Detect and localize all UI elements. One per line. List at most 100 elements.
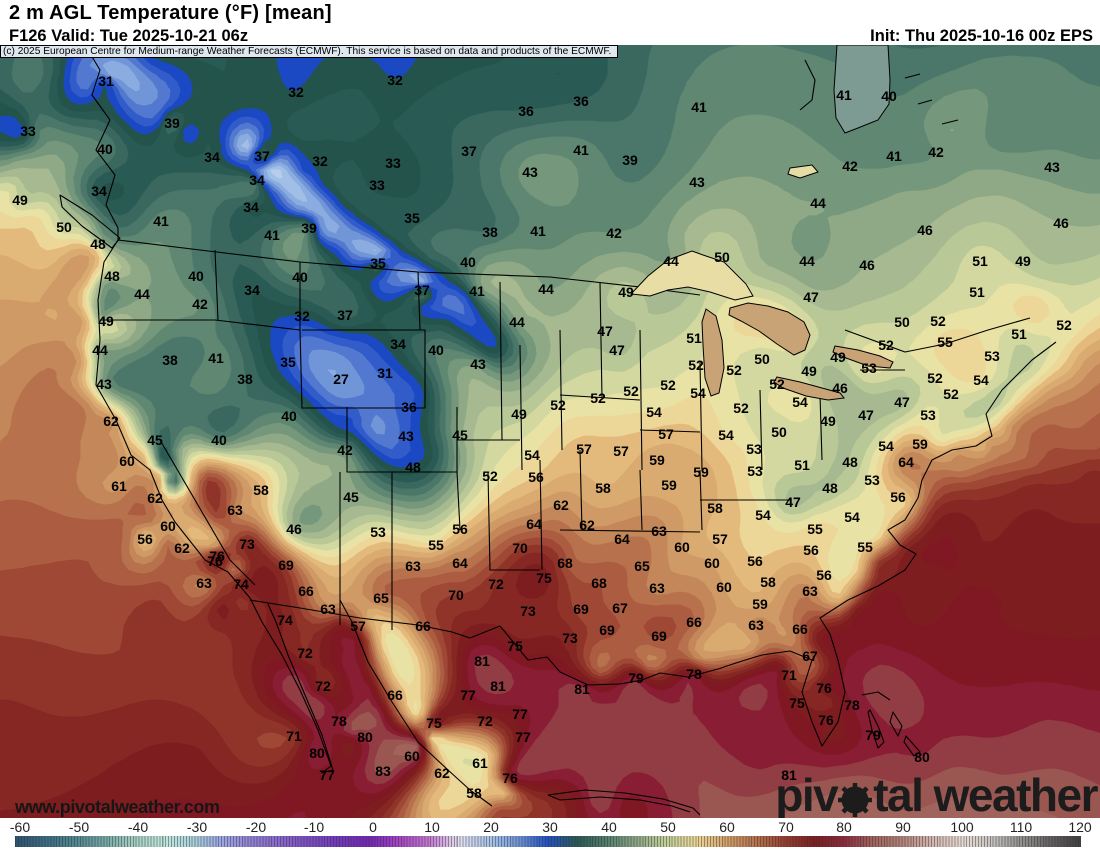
svg-text:46: 46 bbox=[917, 222, 933, 238]
svg-text:75: 75 bbox=[789, 695, 805, 711]
svg-text:52: 52 bbox=[660, 377, 676, 393]
svg-text:58: 58 bbox=[595, 480, 611, 496]
svg-text:49: 49 bbox=[511, 406, 527, 422]
svg-text:55: 55 bbox=[807, 521, 823, 537]
svg-text:44: 44 bbox=[538, 281, 554, 297]
svg-text:50: 50 bbox=[754, 351, 770, 367]
svg-text:77: 77 bbox=[460, 687, 476, 703]
svg-text:33: 33 bbox=[369, 177, 385, 193]
svg-text:41: 41 bbox=[208, 350, 224, 366]
svg-text:49: 49 bbox=[801, 363, 817, 379]
svg-text:47: 47 bbox=[858, 407, 874, 423]
svg-text:44: 44 bbox=[663, 253, 679, 269]
svg-text:43: 43 bbox=[96, 376, 112, 392]
svg-text:47: 47 bbox=[803, 289, 819, 305]
svg-text:41: 41 bbox=[153, 213, 169, 229]
svg-text:73: 73 bbox=[520, 603, 536, 619]
svg-text:77: 77 bbox=[515, 729, 531, 745]
svg-text:60: 60 bbox=[716, 579, 732, 595]
svg-text:34: 34 bbox=[243, 199, 259, 215]
svg-text:81: 81 bbox=[490, 678, 506, 694]
svg-text:27: 27 bbox=[333, 371, 349, 387]
svg-text:52: 52 bbox=[623, 383, 639, 399]
svg-text:57: 57 bbox=[350, 618, 366, 634]
svg-text:64: 64 bbox=[526, 516, 542, 532]
svg-text:47: 47 bbox=[597, 323, 613, 339]
svg-text:64: 64 bbox=[452, 555, 468, 571]
svg-text:52: 52 bbox=[590, 390, 606, 406]
svg-text:58: 58 bbox=[253, 482, 269, 498]
svg-text:41: 41 bbox=[836, 87, 852, 103]
svg-text:41: 41 bbox=[691, 99, 707, 115]
svg-text:69: 69 bbox=[573, 601, 589, 617]
svg-text:53: 53 bbox=[370, 524, 386, 540]
svg-text:52: 52 bbox=[930, 313, 946, 329]
svg-text:63: 63 bbox=[748, 617, 764, 633]
svg-text:66: 66 bbox=[686, 614, 702, 630]
svg-text:70: 70 bbox=[512, 540, 528, 556]
svg-text:78: 78 bbox=[686, 666, 702, 682]
svg-text:66: 66 bbox=[387, 687, 403, 703]
svg-text:57: 57 bbox=[613, 443, 629, 459]
svg-text:74: 74 bbox=[233, 576, 249, 592]
svg-text:41: 41 bbox=[886, 148, 902, 164]
svg-text:56: 56 bbox=[747, 553, 763, 569]
svg-text:37: 37 bbox=[461, 143, 477, 159]
svg-text:48: 48 bbox=[822, 480, 838, 496]
svg-text:44: 44 bbox=[92, 342, 108, 358]
svg-text:50: 50 bbox=[56, 219, 72, 235]
svg-text:69: 69 bbox=[651, 628, 667, 644]
svg-text:64: 64 bbox=[614, 531, 630, 547]
svg-text:76: 76 bbox=[816, 680, 832, 696]
svg-text:75: 75 bbox=[507, 638, 523, 654]
svg-text:50: 50 bbox=[894, 314, 910, 330]
svg-text:71: 71 bbox=[286, 728, 302, 744]
svg-text:49: 49 bbox=[1015, 253, 1031, 269]
svg-text:45: 45 bbox=[147, 432, 163, 448]
svg-text:63: 63 bbox=[196, 575, 212, 591]
svg-text:42: 42 bbox=[928, 144, 944, 160]
svg-text:34: 34 bbox=[204, 149, 220, 165]
svg-text:72: 72 bbox=[488, 576, 504, 592]
svg-text:66: 66 bbox=[415, 618, 431, 634]
svg-text:62: 62 bbox=[147, 490, 163, 506]
svg-text:41: 41 bbox=[530, 223, 546, 239]
svg-text:53: 53 bbox=[861, 360, 877, 376]
svg-text:48: 48 bbox=[90, 236, 106, 252]
svg-text:41: 41 bbox=[264, 227, 280, 243]
svg-text:35: 35 bbox=[280, 354, 296, 370]
svg-text:58: 58 bbox=[707, 500, 723, 516]
svg-text:38: 38 bbox=[237, 371, 253, 387]
svg-text:53: 53 bbox=[747, 463, 763, 479]
svg-text:63: 63 bbox=[651, 523, 667, 539]
svg-text:43: 43 bbox=[470, 356, 486, 372]
svg-text:47: 47 bbox=[609, 342, 625, 358]
svg-text:60: 60 bbox=[119, 453, 135, 469]
svg-text:32: 32 bbox=[312, 153, 328, 169]
svg-text:69: 69 bbox=[278, 557, 294, 573]
svg-text:61: 61 bbox=[111, 478, 127, 494]
svg-text:40: 40 bbox=[97, 141, 113, 157]
svg-text:52: 52 bbox=[878, 337, 894, 353]
svg-text:53: 53 bbox=[864, 472, 880, 488]
svg-text:72: 72 bbox=[297, 645, 313, 661]
svg-text:42: 42 bbox=[192, 296, 208, 312]
svg-text:56: 56 bbox=[528, 469, 544, 485]
svg-text:52: 52 bbox=[1056, 317, 1072, 333]
svg-text:66: 66 bbox=[792, 621, 808, 637]
svg-text:62: 62 bbox=[579, 517, 595, 533]
svg-text:83: 83 bbox=[375, 763, 391, 779]
svg-text:34: 34 bbox=[249, 172, 265, 188]
svg-text:60: 60 bbox=[704, 555, 720, 571]
svg-text:58: 58 bbox=[760, 574, 776, 590]
svg-text:58: 58 bbox=[466, 785, 482, 801]
svg-text:73: 73 bbox=[239, 536, 255, 552]
svg-text:52: 52 bbox=[726, 362, 742, 378]
svg-text:55: 55 bbox=[937, 334, 953, 350]
svg-text:63: 63 bbox=[405, 558, 421, 574]
svg-text:63: 63 bbox=[802, 583, 818, 599]
svg-text:31: 31 bbox=[377, 365, 393, 381]
svg-text:40: 40 bbox=[281, 408, 297, 424]
svg-text:79: 79 bbox=[628, 670, 644, 686]
svg-text:52: 52 bbox=[482, 468, 498, 484]
